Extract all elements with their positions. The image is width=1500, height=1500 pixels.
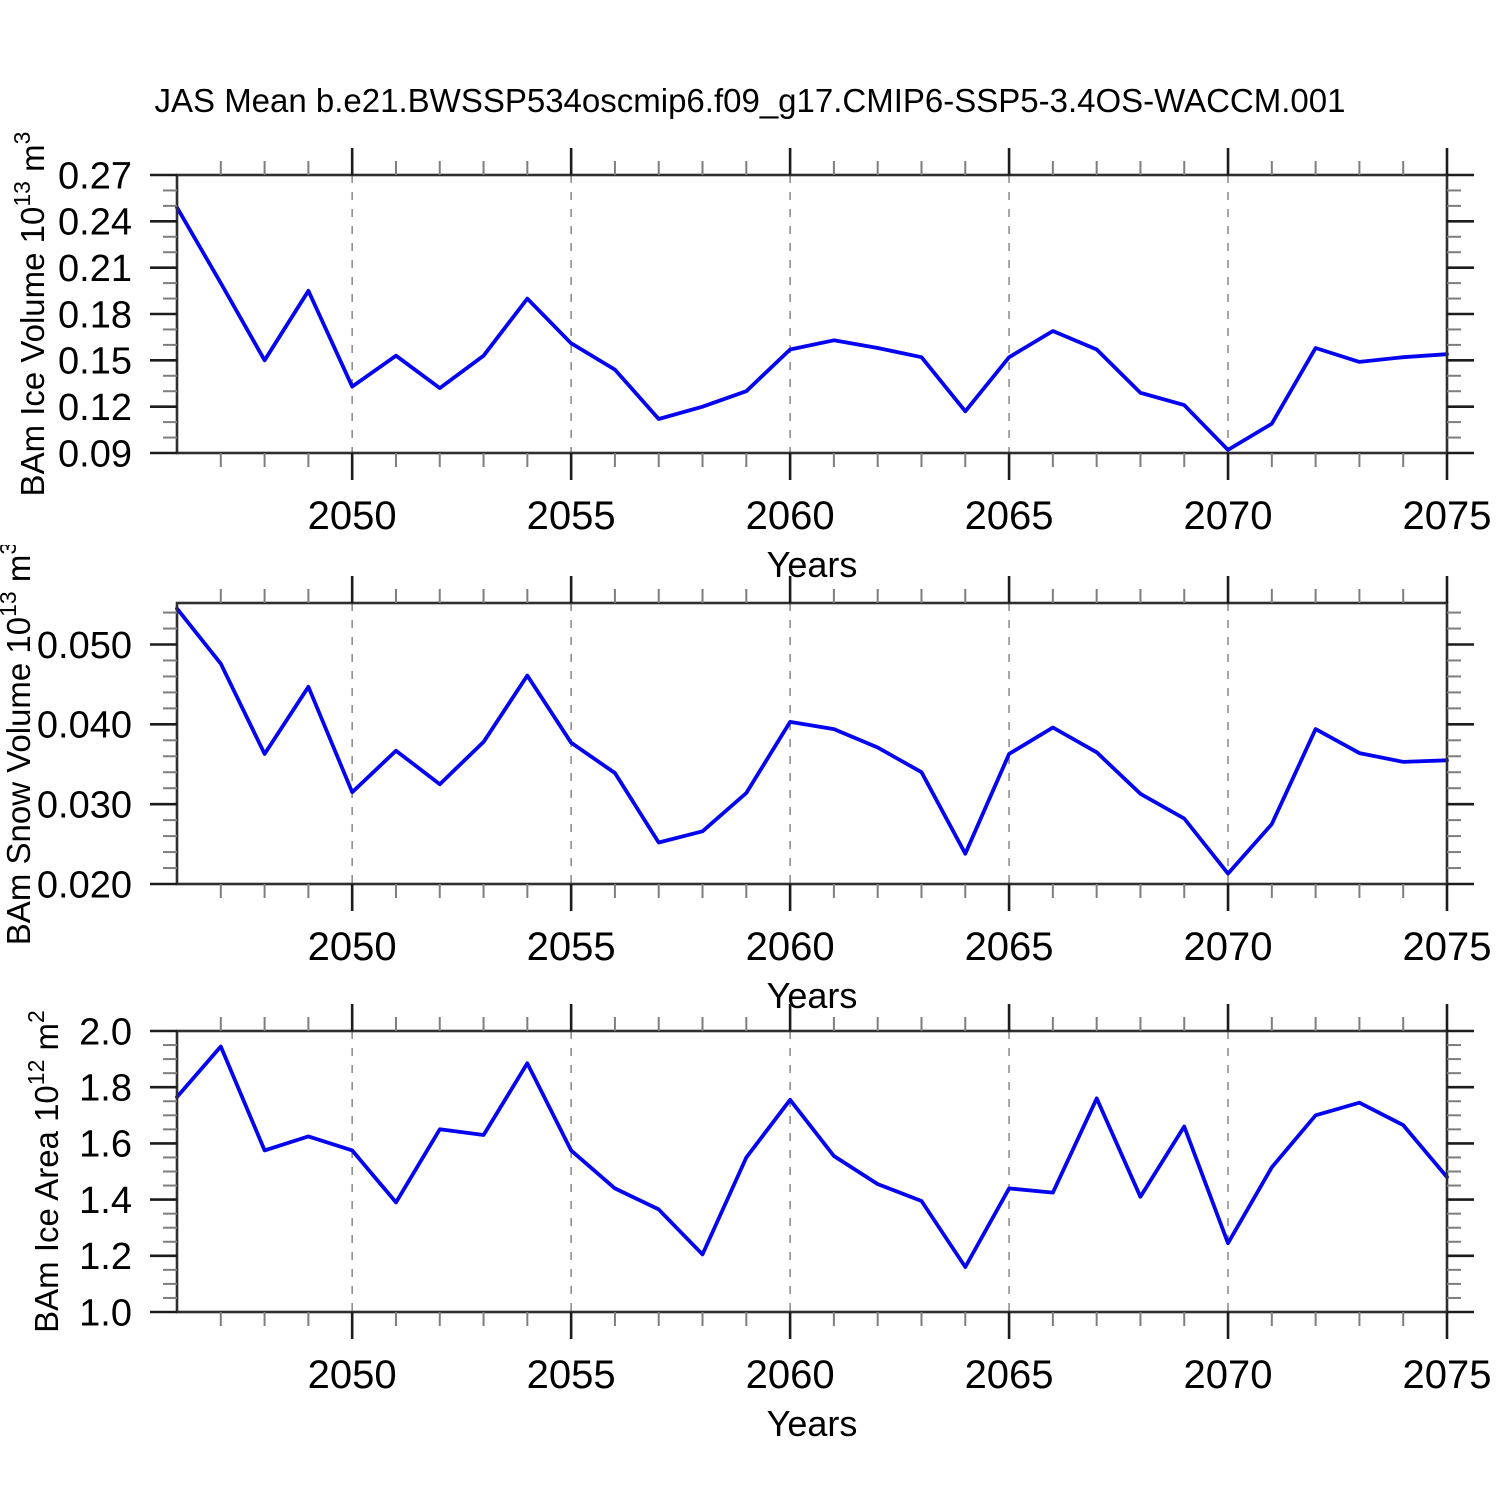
x-tick-label: 2075 bbox=[1403, 925, 1492, 969]
plot-frame bbox=[175, 173, 1449, 455]
x-tick-label: 2050 bbox=[308, 494, 397, 538]
x-tick-label: 2055 bbox=[527, 925, 616, 969]
x-tick-label: 2060 bbox=[746, 494, 835, 538]
gridlines bbox=[351, 1031, 1229, 1312]
bam-ice-volume-line bbox=[175, 205, 1449, 452]
y-tick-label: 0.030 bbox=[37, 784, 132, 826]
y-tick-labels: 0.090.120.15 0.180.210.24 0.27 bbox=[58, 155, 132, 475]
y-tick-label: 0.24 bbox=[58, 202, 132, 244]
x-tick-label: 2075 bbox=[1403, 1353, 1492, 1397]
bam-ice-volume-ylabel: BAm Ice Volume 1013 m3 bbox=[9, 132, 51, 497]
y-tick-label: 0.18 bbox=[58, 294, 132, 336]
bam-ice-area-line bbox=[175, 1044, 1449, 1269]
y-tick-label: 0.27 bbox=[58, 155, 132, 197]
axis-ticks bbox=[150, 1004, 1474, 1339]
gridlines bbox=[351, 175, 1229, 453]
y-tick-label: 0.020 bbox=[37, 864, 132, 906]
x-tick-label: 2065 bbox=[965, 494, 1054, 538]
axis-ticks bbox=[150, 148, 1474, 480]
y-tick-label: 0.040 bbox=[37, 705, 132, 747]
plot-frame bbox=[175, 601, 1449, 886]
bam-ice-area-xlabel: Years bbox=[767, 1403, 858, 1444]
y-tick-label: 1.2 bbox=[79, 1236, 132, 1278]
bam-snow-volume-ylabel: BAm Snow Volume 1013 m3 bbox=[0, 545, 37, 945]
x-tick-labels: 2050 2055 2060 2065 2070 2075 bbox=[308, 925, 1492, 969]
bam-ice-volume-xlabel: Years bbox=[767, 544, 858, 585]
axis-ticks bbox=[150, 576, 1474, 911]
y-tick-label: 0.12 bbox=[58, 387, 132, 429]
x-tick-label: 2055 bbox=[527, 1353, 616, 1397]
y-tick-label: 0.15 bbox=[58, 341, 132, 383]
x-tick-label: 2065 bbox=[965, 925, 1054, 969]
x-tick-label: 2050 bbox=[308, 925, 397, 969]
y-tick-label: 1.6 bbox=[79, 1124, 132, 1166]
x-tick-labels: 2050 2055 2060 2065 2070 2075 bbox=[308, 1353, 1492, 1397]
x-tick-label: 2050 bbox=[308, 1353, 397, 1397]
y-tick-label: 0.09 bbox=[58, 433, 132, 475]
bam-snow-volume-line bbox=[175, 606, 1449, 876]
x-tick-label: 2070 bbox=[1184, 1353, 1273, 1397]
y-tick-labels: 0.020 0.030 0.040 0.050 bbox=[37, 625, 132, 906]
figure-title: JAS Mean b.e21.BWSSP534oscmip6.f09_g17.C… bbox=[154, 82, 1346, 119]
bam-snow-volume-chart: 0.020 0.030 0.040 0.050 2050 2055 2060 2065 2070… bbox=[0, 545, 1492, 1016]
x-tick-labels: 2050 2055 2060 2065 2070 2075 bbox=[308, 494, 1492, 538]
y-tick-labels: 1.0 1.2 1.4 1.6 1.8 2.0 bbox=[79, 1011, 132, 1334]
y-tick-label: 1.4 bbox=[79, 1180, 132, 1222]
bam-ice-volume-chart: 0.090.120.15 0.180.210.24 0.27 2050 2055 2060… bbox=[9, 132, 1492, 585]
y-tick-label: 2.0 bbox=[79, 1011, 132, 1053]
x-tick-label: 2060 bbox=[746, 1353, 835, 1397]
x-tick-label: 2070 bbox=[1184, 925, 1273, 969]
y-tick-label: 1.8 bbox=[79, 1068, 132, 1110]
bam-ice-area-ylabel: BAm Ice Area 1012 m2 bbox=[23, 1010, 65, 1333]
bam-snow-volume-xlabel: Years bbox=[767, 975, 858, 1016]
y-tick-label: 0.21 bbox=[58, 248, 132, 290]
x-tick-label: 2075 bbox=[1403, 494, 1492, 538]
x-tick-label: 2060 bbox=[746, 925, 835, 969]
y-tick-label: 0.050 bbox=[37, 625, 132, 667]
x-tick-label: 2070 bbox=[1184, 494, 1273, 538]
x-tick-label: 2055 bbox=[527, 494, 616, 538]
y-tick-label: 1.0 bbox=[79, 1292, 132, 1334]
x-tick-label: 2065 bbox=[965, 1353, 1054, 1397]
